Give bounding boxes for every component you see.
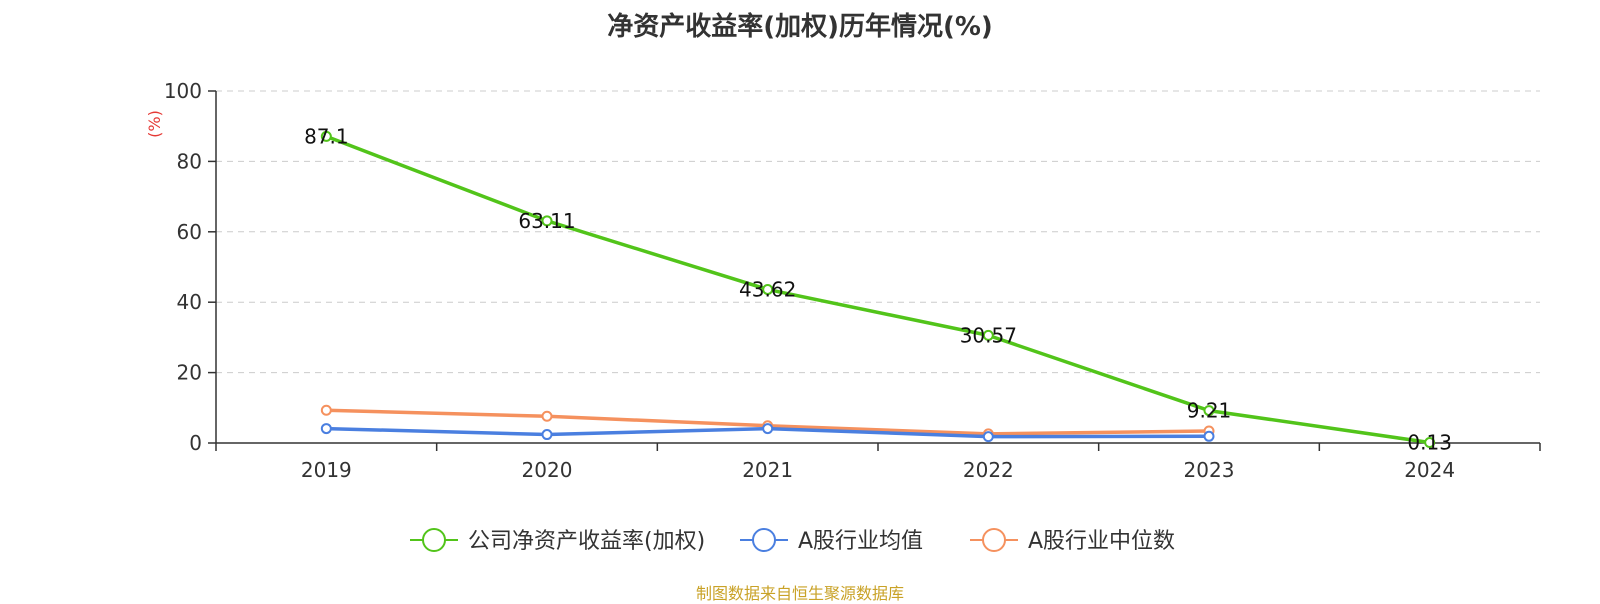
legend-marker xyxy=(752,528,776,552)
legend-item[interactable]: A股行业均值 xyxy=(740,528,923,554)
series-1 xyxy=(320,423,1215,443)
data-point[interactable] xyxy=(541,215,553,227)
data-point[interactable] xyxy=(320,404,332,416)
y-tick-label: 80 xyxy=(177,149,202,173)
x-tick-label: 2020 xyxy=(522,458,573,482)
data-label: 43.62 xyxy=(739,277,796,301)
data-point[interactable] xyxy=(982,329,994,341)
y-axis-label: (%) xyxy=(145,110,164,138)
legend-marker xyxy=(982,528,1006,552)
y-tick-label: 0 xyxy=(189,431,202,455)
data-point[interactable] xyxy=(320,130,332,142)
x-tick-label: 2021 xyxy=(742,458,793,482)
data-point[interactable] xyxy=(982,431,994,443)
legend-marker xyxy=(422,528,446,552)
data-label: 9.21 xyxy=(1187,399,1232,423)
legend-item[interactable]: A股行业中位数 xyxy=(970,528,1175,554)
data-point[interactable] xyxy=(762,283,774,295)
data-point[interactable] xyxy=(541,429,553,441)
data-label: 63.11 xyxy=(518,209,575,233)
x-tick-label: 2024 xyxy=(1404,458,1455,482)
data-label: 87.1 xyxy=(304,124,349,148)
y-tick-label: 20 xyxy=(177,361,202,385)
legend-item[interactable]: 公司净资产收益率(加权) xyxy=(410,528,705,554)
data-point[interactable] xyxy=(320,423,332,435)
legend-label: 公司净资产收益率(加权) xyxy=(468,529,705,554)
data-point[interactable] xyxy=(1424,437,1436,449)
y-tick-label: 100 xyxy=(164,79,202,103)
data-point[interactable] xyxy=(541,410,553,422)
source-note: 制图数据来自恒生聚源数据库 xyxy=(695,584,904,603)
data-point[interactable] xyxy=(762,423,774,435)
chart-title: 净资产收益率(加权)历年情况(%) xyxy=(607,12,993,42)
series-0 xyxy=(320,130,1436,449)
data-point[interactable] xyxy=(1203,405,1215,417)
legend-label: A股行业均值 xyxy=(798,529,923,554)
data-label: 0.13 xyxy=(1407,431,1452,455)
legend-label: A股行业中位数 xyxy=(1028,529,1175,554)
y-tick-label: 60 xyxy=(177,220,202,244)
series-line xyxy=(325,134,1430,445)
x-tick-label: 2019 xyxy=(301,458,352,482)
y-tick-label: 40 xyxy=(177,290,202,314)
x-tick-label: 2022 xyxy=(963,458,1014,482)
data-label: 30.57 xyxy=(960,323,1017,347)
x-tick-label: 2023 xyxy=(1184,458,1235,482)
data-point[interactable] xyxy=(1203,430,1215,442)
